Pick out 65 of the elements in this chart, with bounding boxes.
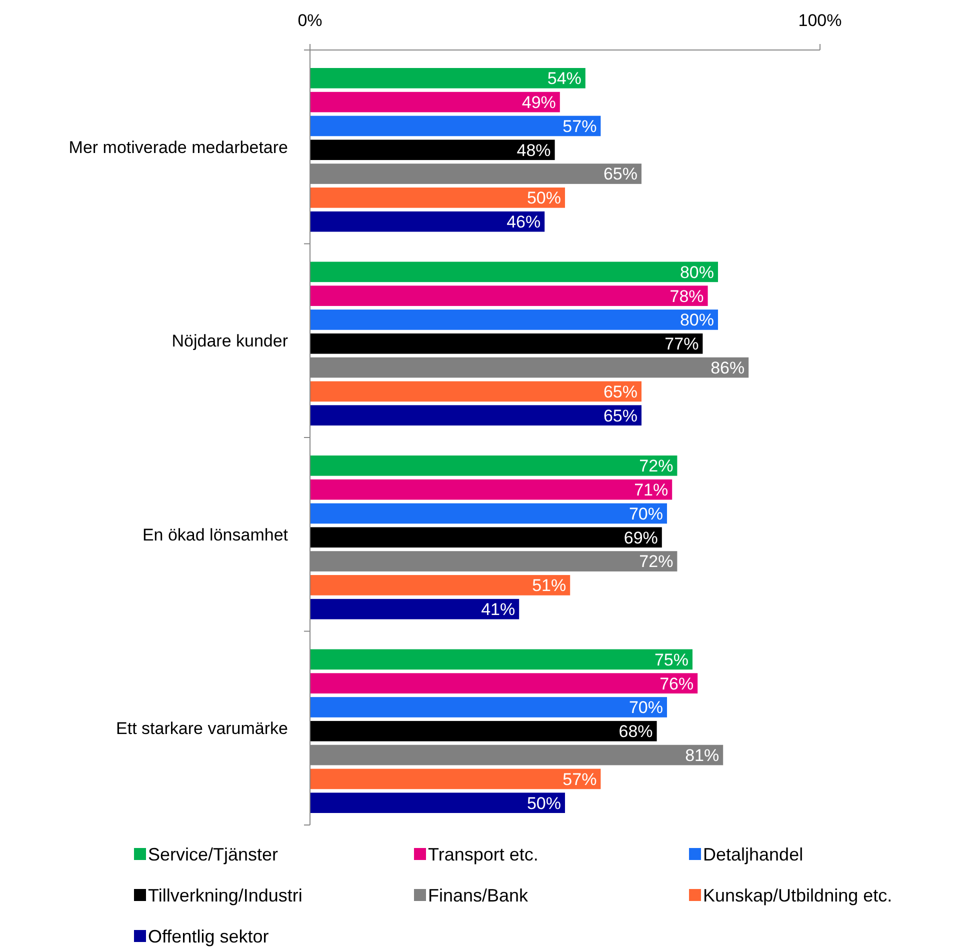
legend-label: Service/Tjänster: [148, 844, 278, 864]
bar: [310, 92, 560, 112]
legend-label: Offentlig sektor: [148, 926, 269, 946]
bar: [310, 381, 642, 402]
bar: [310, 286, 708, 306]
data-label: 41%: [481, 600, 516, 620]
bar: [310, 116, 601, 136]
data-label: 76%: [660, 674, 694, 694]
bar: [310, 575, 570, 596]
bar: [310, 188, 565, 208]
y-tick-label: Ett starkare varumärke: [116, 719, 288, 738]
data-label: 80%: [680, 262, 714, 282]
data-label: 57%: [562, 770, 597, 789]
data-label: 68%: [618, 722, 653, 742]
bar: [310, 673, 698, 694]
legend-label: Finans/Bank: [428, 885, 530, 906]
data-label: 69%: [624, 528, 658, 548]
data-label: 70%: [628, 504, 663, 524]
data-label: 71%: [634, 480, 668, 500]
data-label: 72%: [639, 552, 674, 572]
data-label: 70%: [628, 698, 663, 718]
data-label: 46%: [506, 212, 541, 232]
y-tick-label: Nöjdare kunder: [172, 332, 288, 351]
bar: [310, 649, 692, 670]
data-label: 75%: [654, 650, 688, 670]
bar: [310, 211, 545, 232]
bar: [310, 68, 586, 88]
y-tick-label: En ökad lönsamhet: [142, 525, 288, 544]
bar: [310, 598, 520, 620]
data-label: 77%: [664, 334, 699, 354]
data-label: 65%: [603, 382, 638, 402]
data-label: 57%: [562, 116, 597, 136]
data-label: 78%: [670, 286, 704, 306]
legend-label: Tillverkning/Industri: [148, 885, 302, 906]
bar: [310, 503, 667, 524]
data-label: 50%: [526, 794, 561, 813]
bar: [310, 405, 642, 426]
bar: [310, 527, 662, 548]
x-tick-label: 0%: [298, 11, 322, 30]
data-label: 65%: [603, 164, 638, 184]
data-label: 72%: [639, 456, 674, 476]
bar: [310, 697, 667, 718]
data-label: 80%: [680, 310, 714, 330]
bar: [310, 768, 601, 790]
data-label: 81%: [685, 746, 720, 765]
data-label: 50%: [526, 188, 561, 208]
data-label: 65%: [603, 406, 638, 426]
bar: [310, 720, 657, 742]
data-label: 86%: [710, 358, 745, 378]
y-tick-label: Mer motiverade medarbetare: [68, 138, 288, 157]
bar: [310, 333, 703, 354]
bar: [310, 262, 718, 282]
legend-label: Detaljhandel: [703, 844, 804, 864]
data-label: 51%: [532, 576, 566, 596]
legend-label: Kunskap/Utbildning etc.: [703, 885, 892, 906]
data-label: 54%: [547, 69, 582, 88]
bar: [310, 456, 678, 476]
data-label: 49%: [522, 93, 556, 112]
data-label: 48%: [516, 140, 551, 160]
bar: [310, 140, 555, 160]
x-tick-label: 100%: [798, 11, 842, 30]
bar: [310, 479, 672, 500]
bar: [310, 792, 565, 813]
bar: [310, 310, 718, 330]
legend-label: Transport etc.: [428, 844, 538, 864]
